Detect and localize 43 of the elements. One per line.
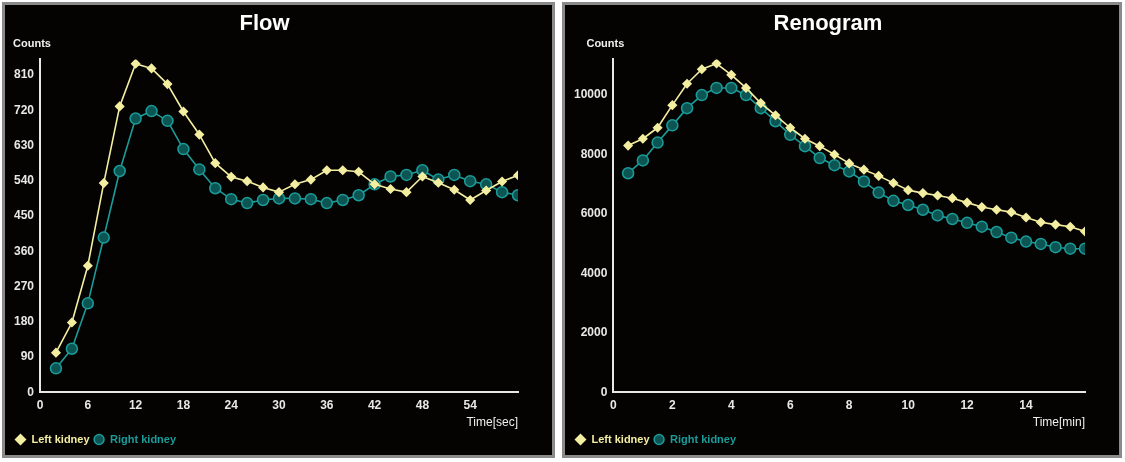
x-tick-label: 24 [224,397,239,412]
y-tick-label: 4000 [580,265,608,280]
legend-label: Right kidney [110,432,177,445]
y-tick-label: 810 [13,67,35,82]
x-axis-title: Time[min] [1032,415,1085,430]
y-tick-label: 360 [13,243,35,258]
x-tick-label: 36 [320,397,334,412]
y-tick-label: 630 [13,137,35,152]
x-tick-label: 10 [901,397,916,412]
y-axis-title: Counts [586,36,625,49]
x-tick-label: 12 [960,397,975,412]
y-tick-label: 2000 [580,325,608,340]
y-tick-label: 270 [13,278,35,293]
chart-title: Flow [239,10,291,36]
y-tick-label: 0 [27,384,35,399]
y-axis-title: Counts [13,36,51,49]
x-tick-label: 6 [84,397,92,412]
x-tick-label: 2 [668,397,676,412]
x-tick-label: 42 [367,397,382,412]
legend-label: Right kidney [670,432,737,445]
y-tick-label: 10000 [573,87,608,102]
y-tick-label: 180 [13,314,35,329]
y-tick-label: 720 [13,102,35,117]
x-tick-label: 0 [610,397,618,412]
x-tick-label: 48 [415,397,430,412]
x-tick-label: 14 [1019,397,1034,412]
x-tick-label: 30 [272,397,286,412]
x-axis-title: Time[sec] [466,415,518,430]
y-tick-label: 0 [600,384,608,399]
x-tick-label: 12 [128,397,143,412]
y-tick-label: 540 [13,173,35,188]
x-tick-label: 18 [176,397,191,412]
y-tick-label: 450 [13,208,35,223]
y-tick-label: 6000 [580,206,608,221]
x-tick-label: 4 [727,397,735,412]
legend-label: Left kidney [31,432,91,445]
x-tick-label: 8 [845,397,853,412]
legend-label: Left kidney [591,432,651,445]
y-tick-label: 90 [20,349,35,364]
x-tick-label: 54 [463,397,478,412]
x-tick-label: 6 [786,397,794,412]
y-tick-label: 8000 [580,146,608,161]
chart-title: Renogram [773,10,883,36]
